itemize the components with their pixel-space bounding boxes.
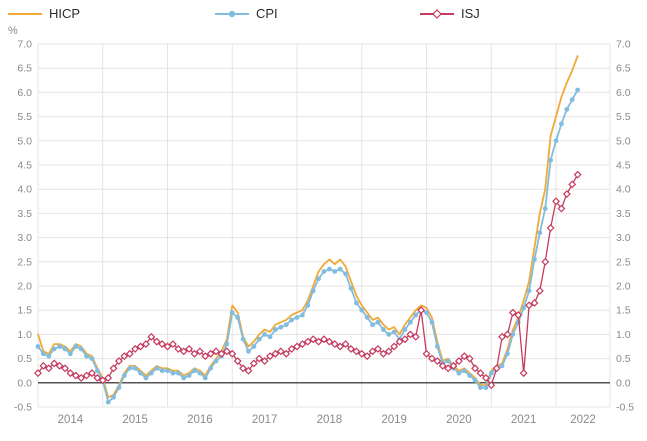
svg-text:%: % [8,25,18,37]
svg-text:2014: 2014 [58,414,84,426]
svg-text:2021: 2021 [511,414,537,426]
legend-label-isj: ISJ [461,6,480,21]
svg-text:0.0: 0.0 [616,377,631,389]
svg-text:5.5: 5.5 [616,111,631,123]
svg-text:3.0: 3.0 [17,232,32,244]
svg-text:3.5: 3.5 [616,208,631,220]
svg-text:2018: 2018 [317,414,343,426]
svg-text:2015: 2015 [122,414,148,426]
svg-text:0.5: 0.5 [616,353,631,365]
svg-text:2.5: 2.5 [17,256,32,268]
svg-text:2.0: 2.0 [616,281,631,293]
svg-text:5.0: 5.0 [616,135,631,147]
svg-text:1.0: 1.0 [17,329,32,341]
svg-text:1.0: 1.0 [616,329,631,341]
svg-text:5.5: 5.5 [17,111,32,123]
svg-text:3.5: 3.5 [17,208,32,220]
legend-label-cpi: CPI [256,6,278,21]
svg-text:1.5: 1.5 [616,305,631,317]
svg-text:4.0: 4.0 [616,184,631,196]
svg-text:-0.5: -0.5 [14,402,32,414]
cpi-line-circle-icon [215,8,249,20]
svg-text:4.5: 4.5 [17,160,32,172]
legend-label-hicp: HICP [49,6,81,21]
svg-text:2.5: 2.5 [616,256,631,268]
svg-text:6.0: 6.0 [17,87,32,99]
svg-text:3.0: 3.0 [616,232,631,244]
svg-text:7.0: 7.0 [17,39,32,51]
legend-item-cpi[interactable]: CPI [215,6,278,21]
svg-text:2017: 2017 [252,414,278,426]
svg-text:6.5: 6.5 [616,63,631,75]
svg-text:6.0: 6.0 [616,87,631,99]
chart-legend: HICP CPI ISJ [0,4,647,30]
svg-text:2.0: 2.0 [17,281,32,293]
svg-text:2019: 2019 [381,414,407,426]
hicp-line-icon [8,8,42,20]
svg-text:0.5: 0.5 [17,353,32,365]
svg-text:6.5: 6.5 [17,63,32,75]
svg-text:2016: 2016 [187,414,213,426]
svg-text:7.0: 7.0 [616,39,631,51]
svg-text:2020: 2020 [446,414,472,426]
isj-line-diamond-icon [420,8,454,20]
svg-text:1.5: 1.5 [17,305,32,317]
svg-text:4.0: 4.0 [17,184,32,196]
svg-text:-0.5: -0.5 [616,402,634,414]
svg-text:0.0: 0.0 [17,377,32,389]
legend-item-isj[interactable]: ISJ [420,6,480,21]
legend-item-hicp[interactable]: HICP [8,6,80,21]
svg-text:4.5: 4.5 [616,160,631,172]
svg-text:2022: 2022 [570,414,596,426]
svg-text:5.0: 5.0 [17,135,32,147]
